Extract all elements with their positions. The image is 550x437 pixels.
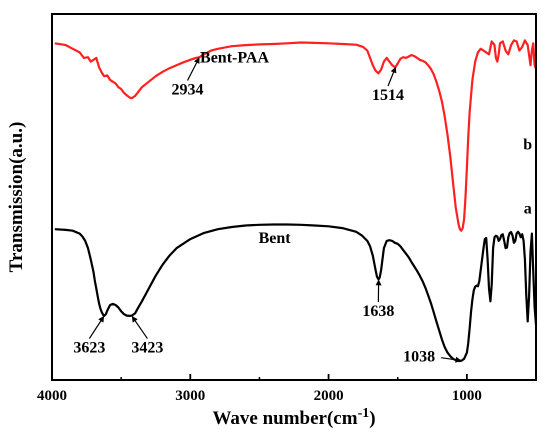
peak-arrow-line [88, 317, 104, 339]
peak-arrow-head [98, 315, 105, 323]
peak-label: 3623 [73, 340, 105, 357]
peak-label: 1514 [372, 87, 404, 104]
peak-arrow-line [186, 58, 200, 81]
peak-label: 2934 [172, 82, 204, 99]
series-label: Bent-PAA [200, 49, 269, 66]
y-axis-title: Transmission(a.u.) [6, 122, 27, 273]
series-line-bent-paa [54, 39, 538, 232]
x-axis-title-main: Wave number(cm [212, 408, 357, 429]
series-line-bent [54, 223, 538, 363]
peak-label: 3423 [131, 340, 163, 357]
peak-arrow-head [390, 66, 397, 74]
peak-arrow-head [131, 315, 138, 323]
series-label: Bent [259, 230, 292, 247]
peak-label: 1038 [403, 349, 435, 366]
peak-arrow-head [194, 57, 200, 64]
peak-arrow-line [132, 317, 148, 339]
x-tick-label: 2000 [314, 388, 344, 404]
x-axis-title-superscript: -1 [358, 406, 370, 421]
peak-arrow-head [375, 279, 382, 286]
x-axis-title-close: ) [369, 408, 375, 429]
peak-arrow-head [455, 356, 462, 363]
series-label: b [523, 136, 532, 153]
x-axis-title: Wave number(cm-1) [212, 406, 375, 429]
plot-lines [54, 39, 538, 363]
annotations: 2934 1514 1638 3623 3423 1038 [73, 57, 462, 366]
plot-frame [51, 13, 537, 381]
series-labels: Bent-PAA b Bent a [200, 49, 532, 246]
x-ticks: 4000 3000 2000 1000 [37, 374, 537, 404]
x-tick-label: 1000 [452, 388, 482, 404]
series-label: a [524, 200, 532, 217]
x-tick-label: 4000 [37, 388, 67, 404]
peak-label: 1638 [362, 303, 394, 320]
x-tick-label: 3000 [175, 388, 205, 404]
